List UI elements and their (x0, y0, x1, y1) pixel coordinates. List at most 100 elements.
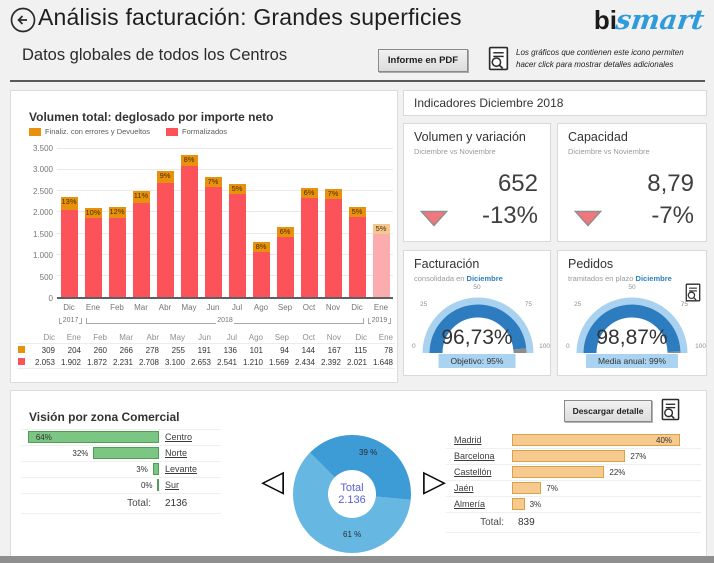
zone-link[interactable]: Norte (165, 448, 188, 458)
legend-item-formalizados: Formalizados (166, 127, 227, 136)
year-bracket: 2019 (367, 315, 391, 324)
gauge-card-facturacion: Facturación consolidada en Diciembre 96,… (403, 250, 551, 376)
donut-center: Total 2.136 (328, 470, 376, 518)
table-row: 2.053 1.902 1.872 2.231 2.708 3.100 2.653 2.541… (17, 356, 395, 368)
page-title: Análisis facturación: Grandes superficie… (38, 4, 462, 30)
stacked-bar[interactable]: 12% (105, 149, 129, 297)
bar-column (324, 188, 342, 297)
zone-bar[interactable] (512, 450, 626, 462)
volumen-plot: 13% 10% 12% 11% 9% 8% 7% 5% 8% 6% 6% 7% 5% 5% (57, 148, 393, 299)
x-axis-tick-label: Mar (134, 303, 148, 312)
zone-pct-label: 64% (35, 433, 52, 442)
zone-bar[interactable] (512, 498, 525, 510)
stacked-bar[interactable]: 5% (225, 149, 249, 297)
zone-link[interactable]: Almería (454, 499, 486, 509)
stacked-bar[interactable]: 8% (177, 149, 201, 297)
table-cell: 136 (223, 345, 237, 355)
zone-bar[interactable] (157, 479, 159, 491)
zone-link[interactable]: Sur (165, 480, 180, 490)
descargar-detalle-button[interactable]: Descargar detalle (564, 400, 652, 422)
zone-bar[interactable] (152, 463, 159, 475)
y-axis-tick-label: 500 (39, 272, 53, 282)
legend-label: Finaliz. con errores y Devueltos (45, 127, 151, 136)
bar-pct-label: 6% (276, 226, 294, 237)
kpi-value: 652 (497, 170, 538, 197)
year-bracket: 2018 (86, 315, 364, 324)
zone-bar-area: 22% (512, 465, 701, 480)
kpi-delta: -13% (481, 202, 538, 229)
bar-segment-formalizados (156, 182, 174, 297)
informe-pdf-button[interactable]: Informe en PDF (378, 49, 468, 72)
bar-segment-formalizados (108, 217, 126, 297)
icon-note-line2: hacer click para mostrar detalles adicio… (516, 59, 674, 69)
volumen-panel-title: Volumen total: deglosado por importe net… (29, 109, 274, 124)
kpi-card-capacidad: Capacidad Diciembre vs Noviembre 8,79 -7… (557, 123, 707, 242)
row-swatch (17, 331, 31, 343)
stacked-bar[interactable]: 6% (273, 149, 297, 297)
zone-bar[interactable] (512, 434, 680, 446)
swatch-square (18, 346, 25, 353)
bracket-left (86, 318, 217, 324)
bar-column (84, 207, 102, 297)
y-axis-tick-label: 0 (48, 293, 53, 303)
x-axis-tick-label: Dic (63, 303, 75, 312)
zone-link[interactable]: Jaén (454, 483, 474, 493)
gauge-title: Pedidos (568, 257, 614, 271)
next-page-arrow[interactable]: ▷ (423, 464, 447, 499)
zone-link[interactable]: Castellón (454, 467, 492, 477)
back-button[interactable] (10, 7, 36, 33)
kpi-value: 8,79 (647, 170, 694, 197)
details-doc-magnifier-icon (488, 46, 509, 76)
stacked-bar[interactable]: 6% (297, 149, 321, 297)
stacked-bar[interactable]: 10% (81, 149, 105, 297)
zone-link[interactable]: Madrid (454, 435, 482, 445)
page-subtitle: Datos globales de todos los Centros (22, 46, 288, 64)
gauge-chart[interactable] (572, 293, 692, 357)
table-cell: 1.210 (242, 357, 263, 367)
bracket-left (367, 318, 371, 324)
stacked-bar[interactable]: 13% (57, 149, 81, 297)
bar-segment-formalizados (84, 216, 102, 297)
zone-bar[interactable] (512, 466, 605, 478)
stacked-bar[interactable]: 7% (201, 149, 225, 297)
zone-bar-area: 3% (21, 462, 159, 477)
gauge-tick-label: 25 (574, 301, 582, 308)
zone-pct-label: 0% (140, 481, 153, 490)
stacked-bar[interactable]: 7% (321, 149, 345, 297)
bar-column (108, 206, 126, 297)
zone-bar[interactable] (93, 447, 159, 459)
zone-bar[interactable] (27, 431, 159, 443)
zone-link[interactable]: Barcelona (454, 451, 495, 461)
zone-pct-label: 7% (546, 484, 558, 493)
bar-segment-formalizados (348, 211, 366, 297)
stacked-bar[interactable]: 5% (369, 149, 393, 297)
bar-column (300, 188, 318, 297)
gauge-tick-label: 25 (420, 301, 428, 308)
table-cell: Abr (146, 332, 159, 342)
table-cell: 1.569 (268, 357, 289, 367)
zones-donut-chart[interactable]: 39 % 61 % Total 2.136 (293, 435, 411, 553)
details-doc-magnifier-icon[interactable] (685, 283, 701, 307)
stacked-bar[interactable]: 11% (129, 149, 153, 297)
details-doc-magnifier-icon[interactable] (661, 398, 680, 426)
window-bottom-edge (0, 556, 714, 563)
table-cell: 78 (384, 345, 393, 355)
x-axis-tick-label: Jul (231, 303, 243, 312)
zone-link[interactable]: Centro (165, 432, 193, 442)
zone-bar[interactable] (512, 482, 542, 494)
donut-slice-label: 61 % (343, 530, 362, 539)
zone-pct-label: 3% (529, 500, 542, 509)
prev-page-arrow[interactable]: ◁ (261, 464, 285, 499)
stacked-bar[interactable]: 8% (249, 149, 273, 297)
table-cell: Dic (355, 332, 367, 342)
x-axis-tick-label: May (181, 303, 197, 312)
zone-pct-label: 3% (136, 465, 148, 474)
table-cell: Jun (198, 332, 211, 342)
bar-column (180, 155, 198, 297)
table-cell: Ago (248, 332, 263, 342)
gauge-chart[interactable] (418, 293, 538, 357)
stacked-bar[interactable]: 9% (153, 149, 177, 297)
stacked-bar[interactable]: 5% (345, 149, 369, 297)
gauge-tick-label: 50 (473, 284, 481, 291)
zone-link[interactable]: Levante (165, 464, 198, 474)
